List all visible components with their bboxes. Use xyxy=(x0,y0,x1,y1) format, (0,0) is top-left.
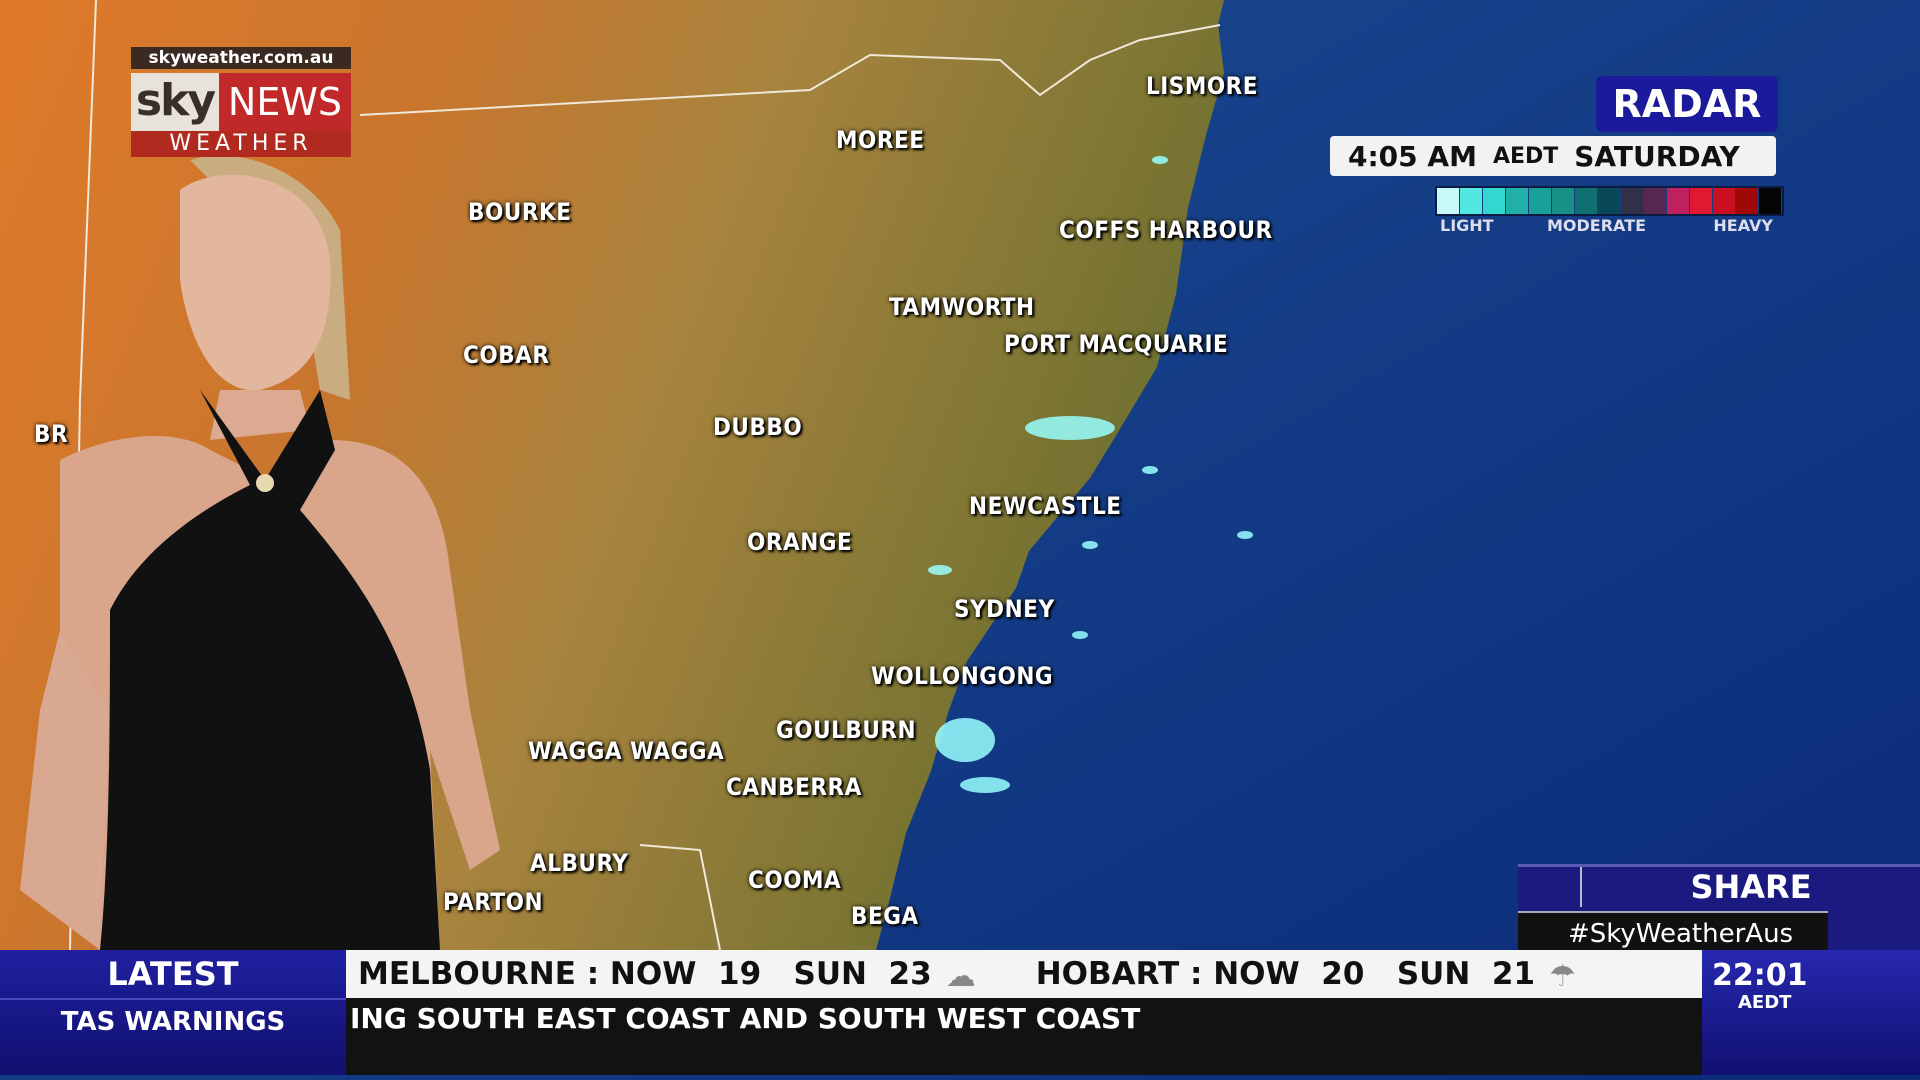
latest-panel: LATEST TAS WARNINGS xyxy=(0,950,346,1075)
city-label: PORT MACQUARIE xyxy=(1004,330,1229,358)
city-label: COFFS HARBOUR xyxy=(1059,216,1273,244)
clock-zone: AEDT xyxy=(1738,992,1792,1013)
city-label: WOLLONGONG xyxy=(871,662,1054,690)
warning-crawl: ING SOUTH EAST COAST AND SOUTH WEST COAS… xyxy=(346,998,1702,1075)
ticker-sun: SUN 23 xyxy=(793,956,932,992)
ticker-now: NOW 19 xyxy=(609,956,762,992)
legend-swatch xyxy=(1575,188,1597,214)
storm-cloud-icon: ☂ xyxy=(1549,959,1576,994)
share-title: SHARE xyxy=(1580,867,1920,907)
latest-label: LATEST xyxy=(107,955,239,993)
presenter xyxy=(20,155,500,950)
legend-swatch xyxy=(1736,188,1758,214)
legend-swatch xyxy=(1690,188,1712,214)
city-label: BR xyxy=(34,420,69,448)
city-label: MOREE xyxy=(836,126,925,154)
legend-swatch xyxy=(1552,188,1574,214)
legend-swatch xyxy=(1713,188,1735,214)
logo-weather: WEATHER xyxy=(131,131,351,157)
legend-swatch xyxy=(1644,188,1666,214)
legend-label-moderate: MODERATE xyxy=(1547,216,1647,235)
city-label: BOURKE xyxy=(468,198,572,226)
ticker-city: HOBART : xyxy=(1035,956,1203,992)
legend-swatch xyxy=(1437,188,1459,214)
legend-label-light: LIGHT xyxy=(1440,216,1494,235)
logo-sky: sky xyxy=(131,73,219,131)
ticker-now: NOW 20 xyxy=(1213,956,1365,992)
ticker-city: MELBOURNE : xyxy=(358,956,600,992)
sky-news-weather-logo: skyweather.com.au sky NEWS WEATHER xyxy=(131,47,351,157)
legend-swatch xyxy=(1667,188,1689,214)
city-label: LISMORE xyxy=(1146,72,1259,100)
city-label: NEWCASTLE xyxy=(969,492,1122,520)
ticker-sun: SUN 21 xyxy=(1396,956,1536,992)
city-label: COOMA xyxy=(748,866,842,894)
city-label: COBAR xyxy=(463,341,550,369)
city-label: ALBURY xyxy=(530,849,629,877)
radar-timestamp: 4:05 AM AEDT SATURDAY xyxy=(1330,136,1776,176)
legend-swatch xyxy=(1483,188,1505,214)
share-hashtag: #SkyWeatherAus xyxy=(1518,911,1828,953)
radar-time: 4:05 AM xyxy=(1348,139,1477,173)
city-label: BEGA xyxy=(851,902,919,930)
weather-ticker: MELBOURNE : NOW 19 SUN 23 ☁ HOBART : NOW… xyxy=(346,950,1702,998)
logo-news: NEWS xyxy=(219,73,351,131)
rain-cloud-icon: ☁ xyxy=(945,959,976,994)
logo-url: skyweather.com.au xyxy=(131,47,351,69)
city-label: SYDNEY xyxy=(954,595,1055,623)
radar-zone: AEDT xyxy=(1492,143,1559,169)
section-label: TAS WARNINGS xyxy=(0,998,346,1058)
city-label: TAMWORTH xyxy=(889,293,1035,321)
city-label: GOULBURN xyxy=(776,716,917,744)
share-panel: SHARE #SkyWeatherAus xyxy=(1518,864,1920,953)
city-label: DUBBO xyxy=(713,413,803,441)
radar-intensity-legend xyxy=(1435,186,1784,216)
legend-swatch xyxy=(1759,188,1781,214)
legend-swatch xyxy=(1460,188,1482,214)
legend-swatch xyxy=(1621,188,1643,214)
legend-swatch xyxy=(1506,188,1528,214)
city-label: ORANGE xyxy=(747,528,853,556)
legend-swatch xyxy=(1598,188,1620,214)
legend-swatch xyxy=(1529,188,1551,214)
radar-title: RADAR xyxy=(1596,76,1778,132)
legend-label-heavy: HEAVY xyxy=(1713,216,1773,235)
clock-time: 22:01 xyxy=(1712,958,1808,993)
clock-panel: 22:01 AEDT xyxy=(1702,950,1920,1075)
city-label: PARTON xyxy=(443,888,544,916)
city-label: WAGGA WAGGA xyxy=(528,737,725,765)
radar-day: SATURDAY xyxy=(1574,139,1740,173)
city-label: CANBERRA xyxy=(726,773,862,801)
